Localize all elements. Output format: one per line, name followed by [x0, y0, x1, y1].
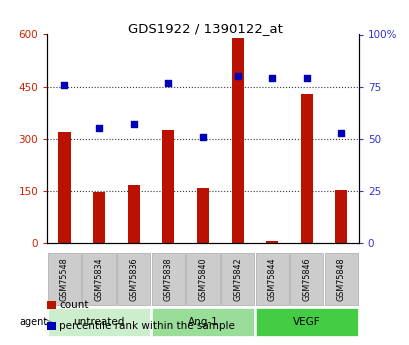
Point	[337, 130, 344, 135]
Text: GSM75836: GSM75836	[129, 257, 138, 300]
Point	[303, 76, 309, 81]
Bar	[127, 185, 139, 243]
Text: Ang-1: Ang-1	[187, 317, 218, 327]
Bar	[93, 192, 105, 243]
Point	[130, 121, 137, 127]
Text: GSM75548: GSM75548	[60, 257, 69, 300]
Bar	[58, 132, 70, 243]
Bar	[300, 93, 312, 243]
Bar	[196, 188, 209, 243]
Bar	[117, 253, 150, 305]
Bar	[335, 190, 347, 243]
Text: GSM75844: GSM75844	[267, 257, 276, 300]
Text: GDS1922 / 1390122_at: GDS1922 / 1390122_at	[127, 22, 282, 36]
Point	[165, 80, 171, 85]
Bar	[255, 308, 357, 336]
Text: agent: agent	[19, 317, 47, 327]
Text: GSM75838: GSM75838	[164, 257, 173, 300]
Bar	[48, 253, 81, 305]
Bar	[151, 253, 184, 305]
Bar	[162, 130, 174, 243]
Text: count: count	[59, 300, 89, 310]
Bar	[151, 308, 254, 336]
Bar	[220, 253, 254, 305]
Bar	[48, 308, 150, 336]
Text: VEGF: VEGF	[292, 317, 320, 327]
Point	[96, 126, 102, 131]
Point	[268, 76, 275, 81]
Text: GSM75842: GSM75842	[232, 257, 241, 300]
Bar	[265, 241, 278, 243]
Bar	[324, 253, 357, 305]
Text: GSM75846: GSM75846	[301, 257, 310, 300]
Bar	[255, 253, 288, 305]
Bar	[186, 253, 219, 305]
Text: GSM75848: GSM75848	[336, 257, 345, 300]
Bar	[231, 38, 243, 243]
Bar	[290, 253, 323, 305]
Text: untreated: untreated	[73, 317, 124, 327]
Point	[234, 73, 240, 79]
Text: GSM75834: GSM75834	[94, 257, 103, 300]
Point	[199, 134, 206, 139]
Point	[61, 82, 67, 87]
Text: GSM75840: GSM75840	[198, 257, 207, 300]
Text: percentile rank within the sample: percentile rank within the sample	[59, 321, 235, 331]
Bar	[82, 253, 115, 305]
